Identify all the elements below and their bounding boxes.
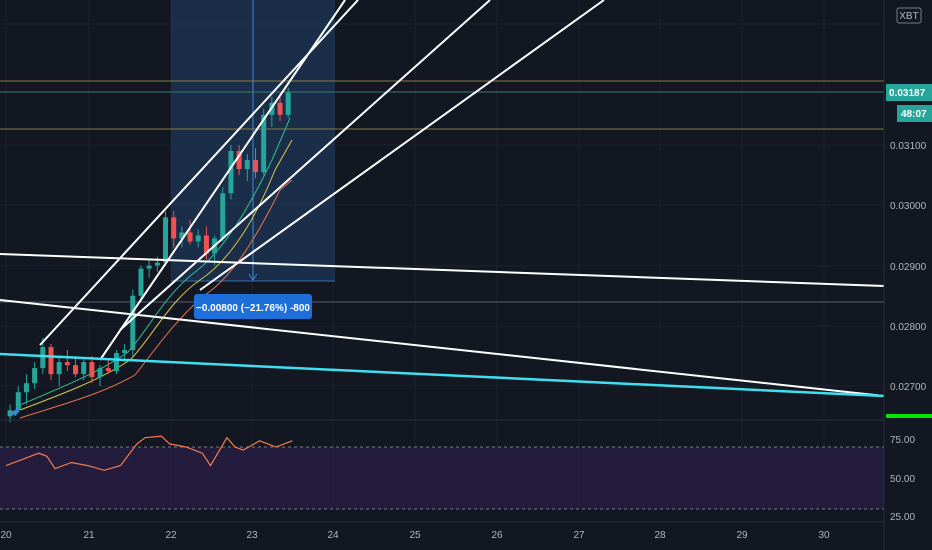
candle-body xyxy=(56,362,62,375)
start-arrow-icon xyxy=(10,407,20,416)
x-tick: 30 xyxy=(818,530,830,541)
moving-average-yellow xyxy=(19,139,293,411)
price-axis-labels: 0.03100 0.03000 0.02900 0.02800 0.02700 xyxy=(890,141,927,393)
candle-body xyxy=(163,217,169,263)
candle-body xyxy=(220,193,226,239)
candle-body xyxy=(277,102,283,115)
horizontal-gridlines xyxy=(0,23,884,387)
time-axis-labels: 20 21 22 23 24 25 26 27 28 29 30 xyxy=(0,530,830,541)
y-tick: 0.03100 xyxy=(890,141,927,152)
last-price-tag: 0.03187 xyxy=(889,88,926,99)
green-level-marker xyxy=(886,414,932,418)
candle-body xyxy=(105,368,111,372)
price-axis-bg xyxy=(884,0,932,550)
candle-body xyxy=(23,383,29,393)
x-tick: 27 xyxy=(573,530,585,541)
rsi-line xyxy=(5,435,293,471)
symbol-badge-label: XBT xyxy=(899,11,918,22)
candle-body xyxy=(228,151,234,194)
candle-body xyxy=(244,160,250,170)
candle-body xyxy=(138,268,144,296)
candle-body xyxy=(113,353,119,372)
candle-body xyxy=(89,362,95,378)
trendline-descending xyxy=(0,299,885,397)
moving-average-green xyxy=(19,117,291,406)
rsi-band xyxy=(0,447,884,509)
candle-body xyxy=(285,92,291,115)
candle-body xyxy=(32,368,38,384)
y-tick: 0.02900 xyxy=(890,262,927,273)
candle-body xyxy=(195,235,201,242)
candle-body xyxy=(179,232,185,239)
candle-body xyxy=(15,392,21,411)
trendline-shallow xyxy=(199,0,605,291)
moving-average-orange xyxy=(19,179,293,419)
x-tick: 26 xyxy=(491,530,503,541)
y-tick: 0.02700 xyxy=(890,382,927,393)
candle-body xyxy=(203,235,209,254)
x-tick: 22 xyxy=(165,530,177,541)
candle-body xyxy=(187,232,193,242)
candle-body xyxy=(7,410,13,417)
candle-body xyxy=(154,262,160,266)
measure-label: −0.00800 (−21.76%) -800 xyxy=(196,303,310,314)
candle-body xyxy=(122,350,128,354)
trendlines xyxy=(0,0,885,397)
rsi-tick: 50.00 xyxy=(890,474,915,485)
symbol-badge[interactable] xyxy=(896,7,922,24)
countdown-tag-bg xyxy=(897,105,932,122)
candle-body xyxy=(48,347,54,375)
rsi-tick: 75.00 xyxy=(890,435,915,446)
trendline-mid xyxy=(119,0,491,331)
x-tick: 29 xyxy=(736,530,748,541)
x-tick: 21 xyxy=(83,530,95,541)
trendline-cyan xyxy=(0,352,885,398)
y-tick: 0.02800 xyxy=(890,322,927,333)
x-tick: 24 xyxy=(327,530,339,541)
rsi-tick: 25.00 xyxy=(890,512,915,523)
candle-body xyxy=(146,265,152,269)
trendline-steep-2 xyxy=(99,0,346,361)
trendline-horizontal-upper xyxy=(0,253,885,287)
measure-arrow-head xyxy=(248,273,258,281)
candle-body xyxy=(81,362,87,375)
x-tick: 28 xyxy=(654,530,666,541)
x-tick: 23 xyxy=(246,530,258,541)
countdown-tag: 48:07 xyxy=(901,109,927,120)
y-tick: 0.03000 xyxy=(890,201,927,212)
candle-body xyxy=(171,217,177,239)
candle-body xyxy=(73,365,79,375)
last-price-tag-bg xyxy=(886,84,932,101)
candle-body xyxy=(236,151,242,170)
candle-body xyxy=(252,160,258,173)
candle-body xyxy=(64,362,70,366)
x-tick: 20 xyxy=(0,530,12,541)
candle-body xyxy=(130,295,136,351)
rsi-axis-labels: 75.00 50.00 25.00 xyxy=(890,435,915,523)
x-tick: 25 xyxy=(409,530,421,541)
candle-body xyxy=(97,368,103,378)
measure-label-bg xyxy=(194,294,312,319)
candle-body xyxy=(261,114,267,173)
candle-body xyxy=(40,347,46,369)
